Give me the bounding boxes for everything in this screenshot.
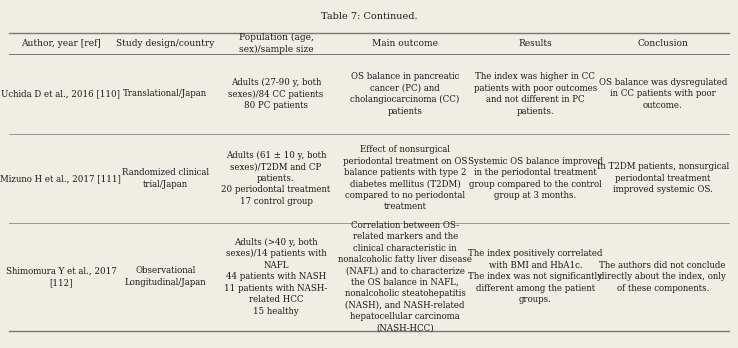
Text: Results: Results bbox=[519, 39, 552, 48]
Text: Effect of nonsurgical
periodontal treatment on OS
balance patients with type 2
d: Effect of nonsurgical periodontal treatm… bbox=[343, 145, 467, 212]
Text: Table 7: Continued.: Table 7: Continued. bbox=[321, 12, 417, 21]
Text: In T2DM patients, nonsurgical
periodontal treatment
improved systemic OS.: In T2DM patients, nonsurgical periodonta… bbox=[596, 163, 729, 194]
Text: Observational
Longitudinal/Japan: Observational Longitudinal/Japan bbox=[125, 267, 206, 287]
Text: The index was higher in CC
patients with poor outcomes
and not different in PC
p: The index was higher in CC patients with… bbox=[474, 72, 597, 116]
Text: Translational/Japan: Translational/Japan bbox=[123, 89, 207, 98]
Text: Adults (>40 y, both
sexes)/14 patients with
NAFL
44 patients with NASH
11 patien: Adults (>40 y, both sexes)/14 patients w… bbox=[224, 238, 328, 316]
Text: Mizuno H et al., 2017 [111]: Mizuno H et al., 2017 [111] bbox=[1, 174, 121, 183]
Text: Population (age,
sex)/sample size: Population (age, sex)/sample size bbox=[238, 33, 314, 54]
Text: Shimomura Y et al., 2017
[112]: Shimomura Y et al., 2017 [112] bbox=[5, 267, 117, 287]
Text: OS balance was dysregulated
in CC patients with poor
outcome.: OS balance was dysregulated in CC patien… bbox=[599, 78, 727, 110]
Text: Main outcome: Main outcome bbox=[372, 39, 438, 48]
Text: The index positively correlated
with BMI and HbA1c.
The index was not significan: The index positively correlated with BMI… bbox=[468, 249, 603, 304]
Text: Randomized clinical
trial/Japan: Randomized clinical trial/Japan bbox=[122, 168, 209, 189]
Text: Systemic OS balance improved
in the periodontal treatment
group compared to the : Systemic OS balance improved in the peri… bbox=[468, 157, 603, 200]
Text: Study design/country: Study design/country bbox=[116, 39, 215, 48]
Text: Adults (61 ± 10 y, both
sexes)/T2DM and CP
patients.
20 periodontal treatment
17: Adults (61 ± 10 y, both sexes)/T2DM and … bbox=[221, 151, 331, 206]
Text: Conclusion: Conclusion bbox=[638, 39, 688, 48]
Text: OS balance in pancreatic
cancer (PC) and
cholangiocarcinoma (CC)
patients: OS balance in pancreatic cancer (PC) and… bbox=[351, 72, 460, 116]
Text: Author, year [ref]: Author, year [ref] bbox=[21, 39, 101, 48]
Text: Uchida D et al., 2016 [110]: Uchida D et al., 2016 [110] bbox=[1, 89, 120, 98]
Text: The authors did not conclude
directly about the index, only
of these components.: The authors did not conclude directly ab… bbox=[599, 261, 726, 293]
Text: Correlation between OS-
related markers and the
clinical characteristic in
nonal: Correlation between OS- related markers … bbox=[338, 221, 472, 333]
Text: Adults (27-90 y, both
sexes)/84 CC patients
80 PC patients: Adults (27-90 y, both sexes)/84 CC patie… bbox=[228, 78, 324, 110]
